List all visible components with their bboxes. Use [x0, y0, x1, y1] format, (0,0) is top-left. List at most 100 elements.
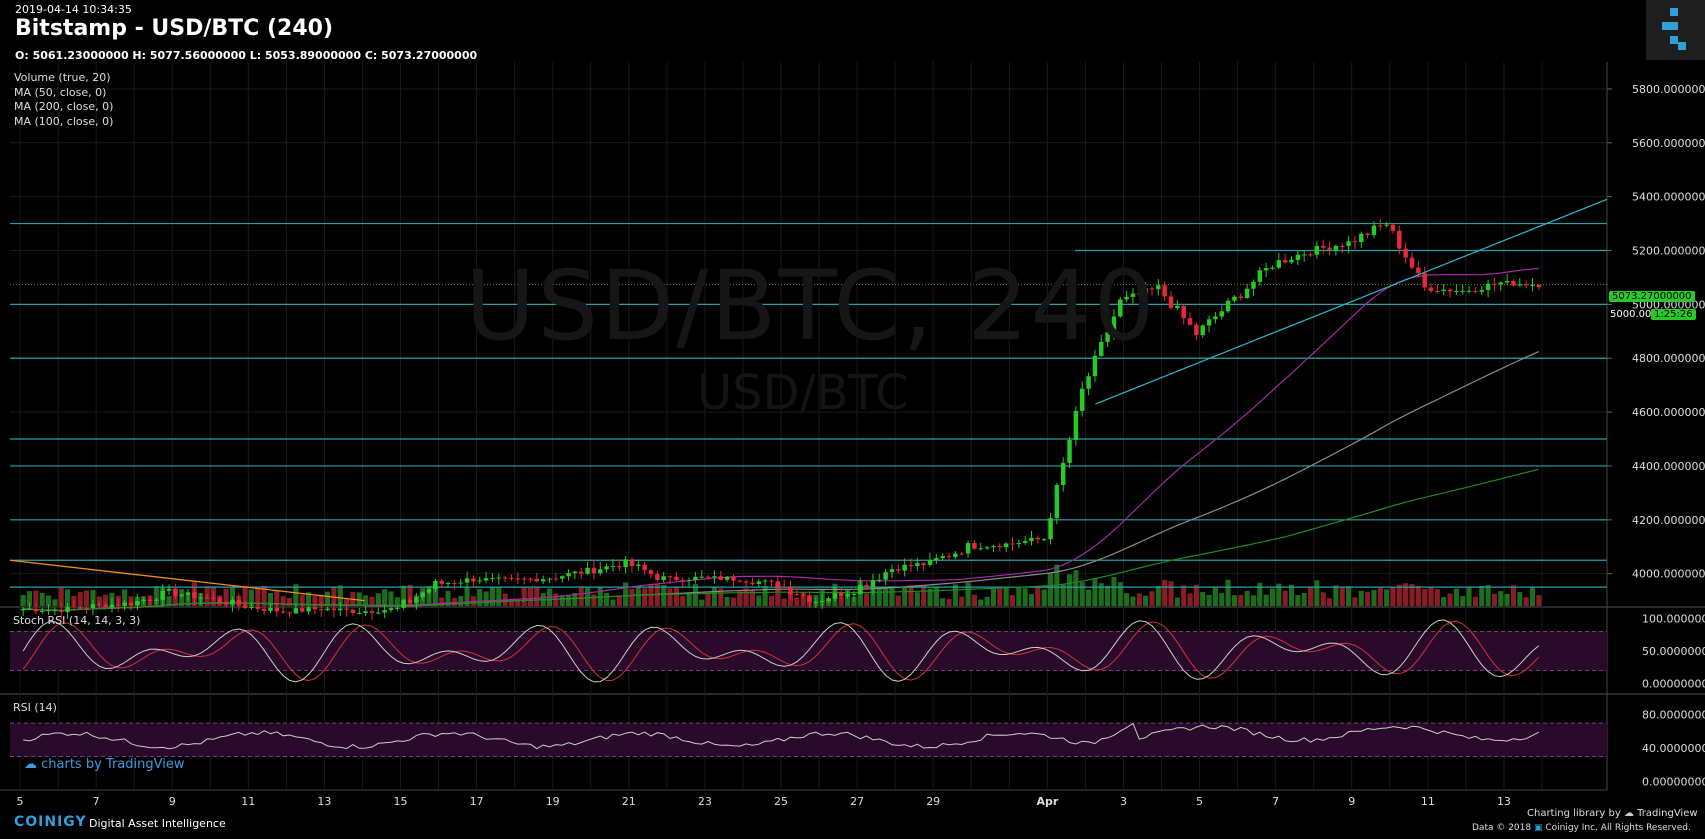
candle-body [636, 564, 641, 567]
volume-bar [965, 582, 971, 606]
countdown-label: 1:25:26 [1651, 309, 1696, 320]
candle-body [1282, 260, 1288, 263]
volume-bar [1434, 589, 1440, 606]
candle-body [572, 571, 578, 574]
x-tick-label: 7 [1272, 795, 1279, 808]
candle-body [1403, 248, 1408, 258]
rsi-y-tick-label: 0.00000000 [1642, 776, 1705, 789]
candle-body [401, 599, 406, 608]
candle-body [147, 599, 153, 601]
candle-body [1143, 288, 1148, 295]
x-tick-label: 9 [169, 795, 176, 808]
candle-body [1067, 439, 1072, 463]
candle-body [1035, 537, 1041, 540]
candle-body [407, 599, 413, 603]
volume-bar [1136, 593, 1142, 606]
volume-bar [242, 585, 248, 606]
copyright-text: Data © 2018 [1472, 823, 1532, 833]
candle-body [680, 579, 685, 581]
volume-bar [1193, 584, 1199, 606]
candle-body [1517, 284, 1523, 286]
indicator-ma50[interactable]: MA (50, close, 0) [14, 86, 107, 99]
volume-bar [952, 584, 958, 606]
coinigy-wordmark[interactable]: COINIGY [14, 814, 87, 830]
volume-bar [1282, 590, 1288, 606]
candle-body [1346, 241, 1351, 247]
candle-body [1378, 225, 1383, 227]
candle-body [350, 609, 356, 613]
grid-lines [0, 62, 1705, 791]
coinigy-logo-icon[interactable] [1646, 0, 1705, 60]
candle-body [559, 576, 565, 579]
candle-body [1130, 293, 1136, 297]
candle-body [1460, 290, 1465, 292]
candle-body [223, 602, 229, 605]
candle-body [1048, 518, 1053, 540]
volume-bar [286, 597, 293, 606]
candle-body [617, 566, 622, 568]
charting-library-credit[interactable]: Charting library by ☁ TradingView [1527, 808, 1698, 819]
volume-bar [914, 592, 920, 606]
candle-body [1447, 289, 1453, 292]
volume-bar [1022, 588, 1028, 606]
volume-bar [1333, 585, 1339, 606]
x-tick-label: 13 [317, 795, 331, 808]
candle-body [1530, 284, 1535, 286]
volume-bar [971, 594, 977, 606]
volume-bar [673, 587, 679, 606]
candle-body [1390, 224, 1396, 231]
volume-bar [1143, 595, 1149, 606]
volume-bar [768, 596, 775, 606]
candle-body [52, 610, 58, 612]
volume-bar [26, 591, 33, 606]
volume-bar [1523, 597, 1529, 606]
volume-bar [610, 599, 616, 606]
candle-body [991, 546, 996, 548]
candle-body [1232, 296, 1237, 301]
rising-trendline [1095, 198, 1608, 405]
volume-bar [1453, 588, 1459, 606]
ohlc-readout: O: 5061.23000000 H: 5077.56000000 L: 505… [15, 49, 478, 62]
candle-body [579, 571, 584, 574]
volume-bar [77, 592, 83, 606]
volume-bar [864, 593, 870, 606]
volume-bar [1269, 588, 1276, 606]
cloud-icon: ☁ [24, 757, 37, 772]
volume-bar [781, 598, 787, 606]
indicator-ma100[interactable]: MA (100, close, 0) [14, 115, 114, 128]
candle-body [1105, 332, 1110, 342]
candle-body [686, 579, 692, 581]
volume-bar [705, 593, 711, 606]
candle-body [1416, 267, 1421, 274]
volume-bar [1200, 592, 1206, 606]
volume-bar [1098, 583, 1104, 606]
candle-body [357, 612, 362, 614]
candle-body [116, 604, 121, 606]
indicator-volume[interactable]: Volume (true, 20) [14, 71, 111, 84]
tradingview-badge[interactable]: ☁ charts by TradingView [24, 757, 184, 772]
x-tick-label: 13 [1497, 795, 1511, 808]
rsi-label[interactable]: RSI (14) [13, 701, 57, 714]
candle-body [984, 547, 990, 549]
indicator-ma200[interactable]: MA (200, close, 0) [14, 100, 114, 113]
candle-body [1111, 316, 1117, 333]
volume-bar [306, 592, 312, 606]
candle-body [1263, 268, 1269, 271]
candle-body [122, 602, 127, 606]
candle-body [1492, 283, 1497, 285]
volume-bar [1003, 587, 1009, 606]
volume-bar [1009, 595, 1016, 606]
candle-body [946, 556, 952, 558]
candle-body [452, 583, 457, 585]
volume-bar [1365, 591, 1371, 606]
volume-bar [122, 589, 128, 606]
candle-body [965, 543, 971, 554]
stoch-rsi-label[interactable]: Stoch RSI (14, 14, 3, 3) [13, 614, 141, 627]
candle-body [813, 602, 819, 604]
volume-bar [984, 596, 990, 606]
chart-timestamp: 2019-04-14 10:34:35 [15, 3, 132, 16]
candle-body [483, 578, 489, 581]
volume-bar [521, 586, 527, 606]
candle-body [788, 587, 793, 595]
